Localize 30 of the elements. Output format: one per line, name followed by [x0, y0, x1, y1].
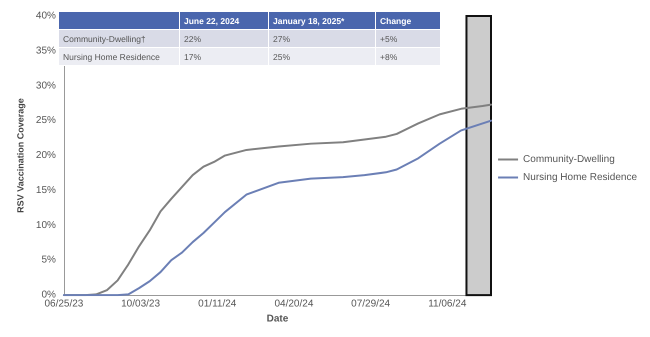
- y-tick-label: 30%: [36, 80, 56, 92]
- annotation: 27%: [272, 32, 292, 46]
- x-tick-label: 01/11/24: [198, 298, 237, 310]
- y-tick-label: 25%: [36, 115, 56, 126]
- annotation: +5%: [379, 32, 398, 46]
- x-tick-label: 10/03/23: [121, 298, 160, 310]
- y-tick-label: 10%: [36, 220, 56, 231]
- x-tick-label: 11/06/24: [428, 298, 467, 310]
- x-tick-label: 07/29/24: [351, 298, 391, 310]
- y-tick-label: 5%: [41, 254, 56, 266]
- annotation: Nursing Home Residence: [62, 50, 161, 64]
- annotation: Change: [379, 14, 412, 28]
- x-axis-title: Date: [266, 314, 289, 324]
- y-tick-label: 20%: [36, 150, 56, 162]
- x-tick-label: 04/20/24: [274, 298, 314, 310]
- annotation: January 18, 2025*: [272, 14, 346, 28]
- annotation: 17%: [183, 50, 202, 64]
- y-tick-label: 40%: [36, 10, 56, 22]
- x-tick-label: 06/25/23: [44, 298, 84, 310]
- annotation: +8%: [379, 50, 398, 64]
- annotation: June 22, 2024: [183, 14, 240, 28]
- annotation: 22%: [183, 32, 202, 46]
- legend-label: Nursing Home Residence: [523, 172, 638, 183]
- y-axis-title: RSV Vaccination Coverage: [16, 98, 26, 213]
- legend-label: Community-Dwelling: [523, 154, 615, 165]
- annotation: 25%: [272, 50, 292, 64]
- y-tick-label: 0%: [41, 290, 56, 301]
- y-tick-label: 35%: [36, 45, 56, 56]
- annotation: Community-Dwelling†: [62, 32, 147, 46]
- y-tick-label: 15%: [36, 184, 56, 196]
